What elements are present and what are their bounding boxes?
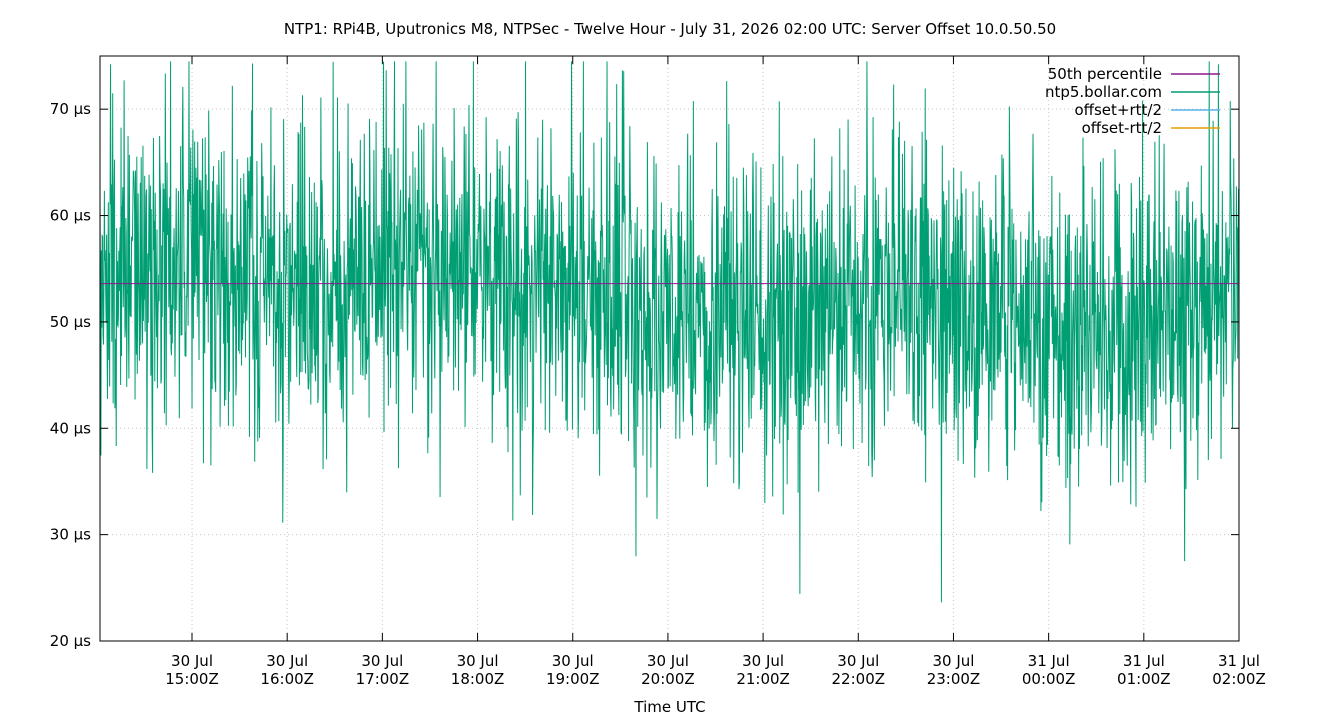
x-tick-time: 23:00Z [927,670,981,688]
x-tick-date: 30 Jul [552,652,594,670]
plot-frame [99,55,1240,642]
x-tick-date: 30 Jul [837,652,879,670]
x-tick-date: 30 Jul [742,652,784,670]
chart-title: NTP1: RPi4B, Uputronics M8, NTPSec - Twe… [284,20,1056,38]
x-tick-date: 30 Jul [266,652,308,670]
legend: 50th percentilentp5.bollar.comoffset+rtt… [1045,65,1220,137]
x-tick-time: 17:00Z [356,670,410,688]
x-tick-time: 00:00Z [1022,670,1076,688]
y-tick-label: 50 µs [50,313,91,331]
legend-label: offset+rtt/2 [1074,101,1162,119]
y-tick-label: 40 µs [50,419,91,437]
x-tick-date: 30 Jul [171,652,213,670]
x-tick-date: 30 Jul [361,652,403,670]
y-tick-label: 20 µs [50,632,91,650]
y-tick-label: 60 µs [50,207,91,225]
x-tick-time: 18:00Z [451,670,505,688]
x-tick-date: 31 Jul [1028,652,1070,670]
legend-label: offset-rtt/2 [1082,119,1162,137]
x-tick-date: 30 Jul [647,652,689,670]
x-tick-date: 30 Jul [457,652,499,670]
x-tick-time: 01:00Z [1117,670,1171,688]
y-tick-label: 30 µs [50,526,91,544]
legend-label: ntp5.bollar.com [1045,83,1162,101]
x-tick-time: 16:00Z [260,670,314,688]
x-tick-date: 31 Jul [1123,652,1165,670]
x-tick-time: 21:00Z [736,670,790,688]
legend-label: 50th percentile [1048,65,1162,83]
x-tick-date: 30 Jul [932,652,974,670]
y-tick-label: 70 µs [50,100,91,118]
x-axis-label: Time UTC [633,698,705,716]
series-line-offset [99,61,1240,603]
x-tick-time: 19:00Z [546,670,600,688]
series-layer [99,61,1240,603]
x-tick-time: 15:00Z [165,670,219,688]
x-tick-time: 22:00Z [832,670,886,688]
y-axis: 20 µs 30 µs 40 µs 50 µs 60 µs 70 µs [50,100,1239,650]
x-tick-time: 20:00Z [641,670,695,688]
x-tick-date: 31 Jul [1218,652,1260,670]
x-tick-time: 02:00Z [1212,670,1266,688]
